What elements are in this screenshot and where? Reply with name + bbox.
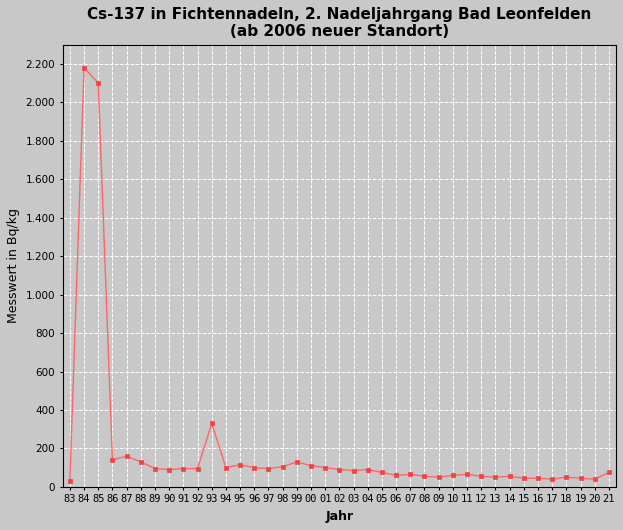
X-axis label: Jahr: Jahr bbox=[325, 510, 353, 523]
Y-axis label: Messwert in Bq/kg: Messwert in Bq/kg bbox=[7, 208, 20, 323]
Title: Cs-137 in Fichtennadeln, 2. Nadeljahrgang Bad Leonfelden
(ab 2006 neuer Standort: Cs-137 in Fichtennadeln, 2. Nadeljahrgan… bbox=[87, 7, 592, 39]
